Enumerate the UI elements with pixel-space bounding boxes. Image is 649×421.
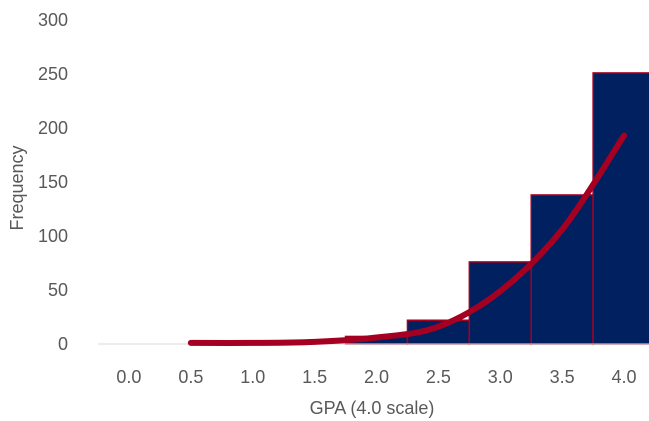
x-tick-label: 3.0 (488, 367, 513, 387)
y-axis-label: Frequency (7, 145, 27, 230)
x-tick-label: 4.0 (612, 367, 637, 387)
y-tick-label: 150 (38, 172, 68, 192)
histogram-bar (592, 72, 649, 345)
x-tick-label: 0.0 (116, 367, 141, 387)
x-tick-label: 1.0 (240, 367, 265, 387)
y-tick-label: 300 (38, 10, 68, 30)
histogram-bar (530, 194, 594, 345)
y-tick-label: 50 (48, 280, 68, 300)
y-tick-label: 200 (38, 118, 68, 138)
bars (344, 72, 649, 345)
y-axis-ticks: 0 50 100 150 200 250 300 (38, 10, 68, 354)
y-tick-label: 250 (38, 64, 68, 84)
x-tick-label: 0.5 (178, 367, 203, 387)
x-tick-label: 2.0 (364, 367, 389, 387)
x-tick-label: 2.5 (426, 367, 451, 387)
fit-curve (187, 132, 628, 346)
x-tick-label: 3.5 (550, 367, 575, 387)
y-tick-label: 0 (58, 334, 68, 354)
y-tick-label: 100 (38, 226, 68, 246)
x-tick-label: 1.5 (302, 367, 327, 387)
x-axis-ticks: 0.0 0.5 1.0 1.5 2.0 2.5 3.0 3.5 4.0 (116, 367, 636, 387)
x-axis-label: GPA (4.0 scale) (310, 398, 435, 418)
